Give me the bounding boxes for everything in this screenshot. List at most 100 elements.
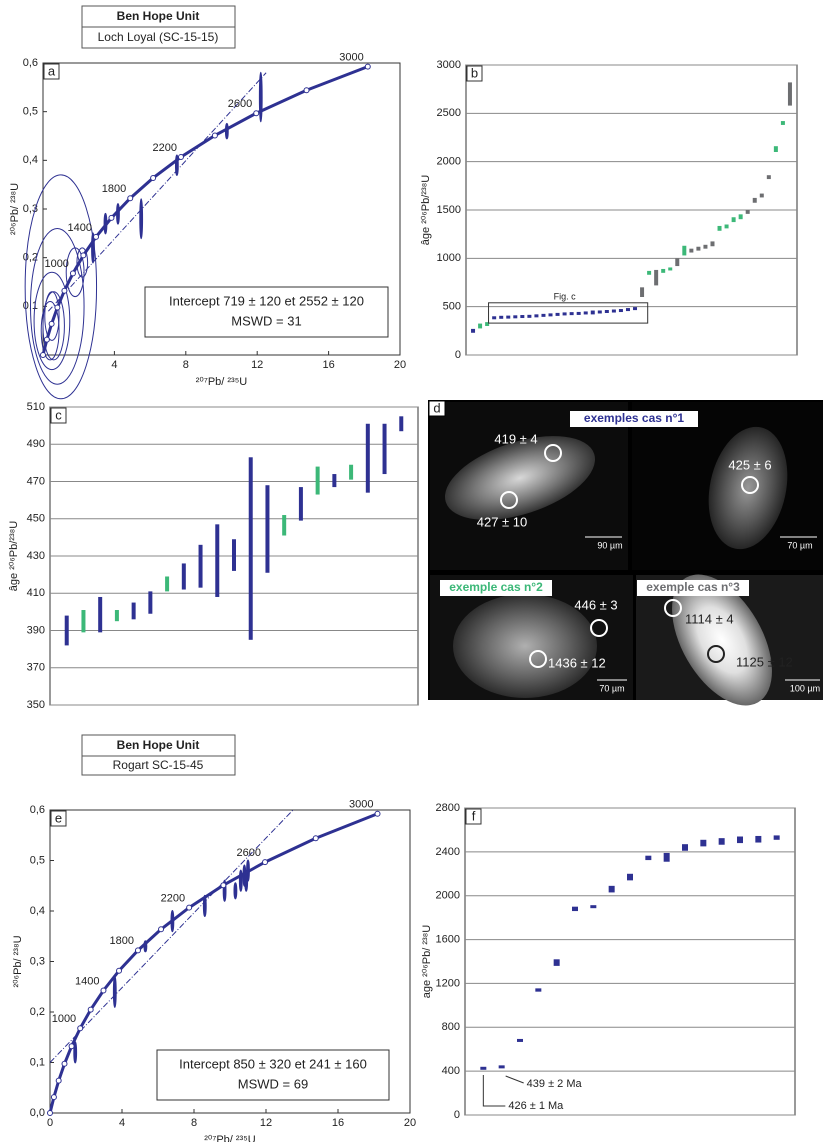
y-tick-label: 1000 (437, 252, 461, 264)
y-tick-label: 0,6 (30, 804, 45, 816)
error-bar (780, 121, 785, 125)
error-ellipse (233, 882, 238, 900)
error-bar (590, 905, 597, 909)
y-tick-label: 800 (442, 1021, 460, 1033)
error-bar (148, 591, 153, 614)
error-bar (710, 241, 715, 247)
panel-label-box (50, 407, 67, 424)
error-bar (471, 328, 476, 333)
y-tick-label: 0,3 (30, 955, 45, 967)
error-bar (506, 315, 511, 319)
x-tick-label: 0 (47, 1117, 53, 1129)
y-axis-label: ²⁰⁶Pb/ ²³⁸U (9, 183, 21, 235)
error-bar (700, 839, 707, 847)
error-bar (597, 310, 602, 314)
error-bar (717, 225, 722, 231)
error-bar (485, 322, 490, 326)
spot-label: 427 ± 10 (477, 514, 528, 529)
error-bar (215, 524, 220, 597)
spot (544, 444, 562, 462)
error-bar (365, 423, 370, 493)
age-label: 1400 (68, 222, 92, 234)
caption-bg (570, 411, 698, 427)
panel-label-box (466, 65, 483, 82)
age-label: 3000 (349, 799, 373, 811)
error-bar (640, 287, 645, 297)
error-bar (114, 610, 119, 622)
y-tick-label: 2000 (437, 156, 461, 168)
y-tick-label: 1200 (436, 977, 460, 989)
spot (529, 650, 547, 668)
age-marker (211, 132, 218, 139)
error-bar (696, 246, 701, 251)
error-bar (703, 244, 708, 249)
error-ellipse (258, 71, 263, 123)
error-bar (576, 311, 581, 315)
annotation-box (156, 1049, 390, 1101)
error-ellipse (40, 300, 60, 361)
plot-frame (464, 807, 796, 1116)
error-bar (633, 307, 638, 311)
caption: exemple cas n°2 (449, 580, 543, 594)
scale-label: 100 µm (790, 683, 820, 693)
age-marker (116, 967, 123, 974)
spot-label: 1125 ± 12 (736, 654, 793, 669)
y-tick-label: 410 (27, 587, 45, 599)
age-marker (61, 1060, 68, 1067)
error-bar (752, 197, 757, 203)
age-marker (303, 87, 310, 94)
age-label: 1800 (102, 183, 126, 195)
annotation-box (144, 286, 389, 338)
y-tick-label: 1500 (437, 204, 461, 216)
header-title: Ben Hope Unit (117, 738, 200, 752)
y-axis-label: âge ²⁰⁶Pb/²³⁸U (8, 521, 20, 591)
error-bar (787, 82, 792, 106)
y-tick-label: 470 (27, 475, 45, 487)
error-bar (492, 316, 497, 320)
error-ellipse (112, 975, 117, 1008)
error-bar (282, 515, 287, 536)
error-ellipse (91, 232, 95, 264)
y-tick-label: 450 (27, 513, 45, 525)
header-box: Ben Hope Unit Rogart SC-15-45 (81, 734, 236, 776)
zoom-box (488, 302, 649, 324)
y-tick-label: 3000 (437, 59, 461, 71)
x-tick-label: 20 (394, 359, 406, 371)
age-marker (134, 947, 141, 954)
age-marker (54, 304, 61, 311)
caption-bg (637, 580, 749, 596)
age-marker (61, 287, 68, 294)
panel-label: a (48, 63, 56, 78)
error-bar (611, 309, 616, 313)
error-bar (737, 836, 743, 844)
spot (664, 599, 682, 617)
age-marker (55, 1077, 62, 1084)
error-bar (745, 210, 750, 214)
error-bar (349, 464, 354, 480)
caption: exemple cas n°3 (646, 580, 740, 594)
panel-d: d exemples cas n°1 419 ± 4 427 ± 10 90 µ… (428, 400, 823, 706)
age-marker (69, 270, 76, 277)
panel-label-box (428, 400, 446, 417)
header-title: Ben Hope Unit (117, 9, 200, 23)
x-tick-label: 4 (111, 359, 117, 371)
age-marker (177, 154, 184, 161)
y-axis-label: ²⁰⁶Pb/ ²³⁸U (12, 935, 24, 987)
panel-label-box (465, 808, 482, 825)
error-bar (265, 485, 270, 573)
arrow (482, 1075, 506, 1107)
annotation: Intercept 850 ± 320 et 241 ± 160 (179, 1056, 367, 1071)
age-label: 2600 (228, 98, 252, 110)
error-bar (590, 310, 595, 315)
error-bar (98, 596, 103, 633)
header-frame (81, 734, 236, 776)
error-ellipse (174, 154, 179, 176)
error-ellipse (30, 227, 85, 385)
error-bar (755, 835, 762, 843)
age-label: 1000 (52, 1013, 76, 1025)
y-tick-label: 500 (443, 301, 461, 313)
error-ellipse (24, 174, 98, 400)
error-bar (555, 312, 560, 316)
age-marker (50, 1094, 57, 1101)
error-ellipse (44, 291, 60, 341)
